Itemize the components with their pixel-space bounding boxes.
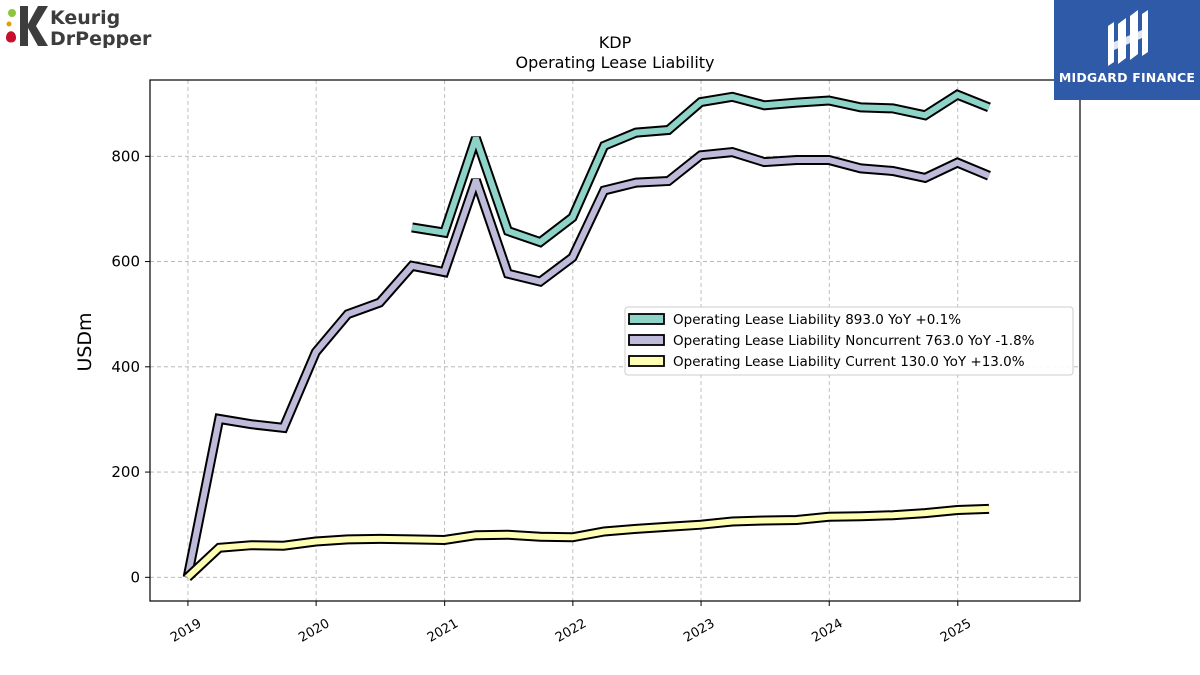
keurig-logo-mark: Keurig DrPepper — [6, 6, 152, 50]
series-1 — [411, 89, 991, 248]
series-3 — [184, 503, 990, 581]
midgard-logo-text: MIDGARD FINANCE — [1058, 70, 1196, 85]
plot-frame — [149, 79, 1081, 602]
midgard-finance-logo: MIDGARD FINANCE — [1054, 0, 1200, 100]
legend-label: Operating Lease Liability 893.0 YoY +0.1… — [673, 312, 961, 328]
x-tick-label: 2022 — [553, 616, 589, 646]
y-axis: 0 200 400 600 800 — [111, 147, 150, 586]
x-tick-label: 2024 — [809, 616, 845, 646]
x-tick-label: 2021 — [425, 616, 461, 646]
legend-frame — [624, 306, 1074, 376]
legend-swatch — [628, 355, 665, 367]
series-line — [185, 505, 990, 580]
series-2 — [182, 147, 991, 579]
y-tick-label: 400 — [111, 358, 140, 376]
legend-label: Operating Lease Liability Current 130.0 … — [673, 354, 1025, 370]
midgard-logo-mark — [1108, 10, 1148, 66]
chart-subtitle: Operating Lease Liability — [515, 53, 714, 72]
series-line — [411, 91, 991, 246]
series-layer — [182, 89, 991, 581]
legend-swatch — [628, 313, 665, 325]
legend: Operating Lease Liability 893.0 YoY +0.1… — [624, 306, 1074, 376]
x-tick-label: 2020 — [296, 616, 332, 646]
logo-text-line2: DrPepper — [50, 28, 152, 48]
y-tick-label: 800 — [111, 147, 140, 165]
logo-text-line1: Keurig — [50, 7, 120, 29]
x-tick-label: 2023 — [681, 616, 717, 646]
x-axis: 2019 2020 2021 2022 2023 2024 2025 — [168, 601, 974, 646]
legend-label: Operating Lease Liability Noncurrent 763… — [673, 333, 1035, 349]
x-tick-label: 2019 — [168, 616, 204, 646]
y-axis-label: USDm — [74, 312, 96, 371]
keurig-drpepper-logo: Keurig DrPepper — [4, 4, 164, 50]
y-tick-label: 0 — [130, 568, 140, 586]
series-line — [184, 149, 991, 578]
y-tick-label: 600 — [111, 253, 140, 271]
legend-swatch — [628, 334, 665, 346]
chart-title: KDP — [599, 33, 632, 52]
x-tick-label: 2025 — [938, 616, 974, 646]
y-tick-label: 200 — [111, 463, 140, 481]
